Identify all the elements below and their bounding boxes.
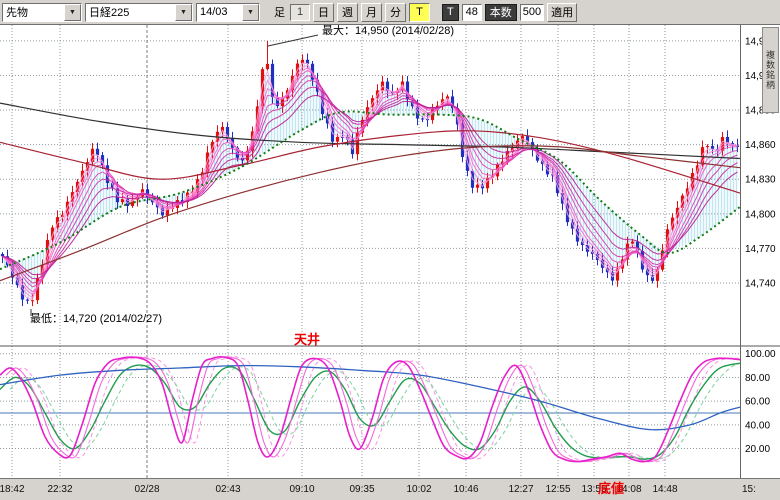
bar-count-input[interactable]: 500 xyxy=(519,3,545,21)
minute-button[interactable]: 分 xyxy=(385,2,406,22)
svg-text:10:02: 10:02 xyxy=(406,484,431,495)
bar-count-label: 本数 xyxy=(484,3,517,21)
indicator-plot xyxy=(0,355,742,463)
svg-text:13:55: 13:55 xyxy=(581,484,606,495)
chevron-down-icon[interactable]: ▼ xyxy=(175,3,192,21)
svg-text:最大：14,950 (2014/02/28): 最大：14,950 (2014/02/28) xyxy=(322,23,454,37)
svg-text:02:43: 02:43 xyxy=(215,484,240,495)
svg-text:40.00: 40.00 xyxy=(745,420,770,431)
tick-size-input[interactable]: 48 xyxy=(461,3,482,21)
daily-button[interactable]: 日 xyxy=(313,2,334,22)
svg-text:80.00: 80.00 xyxy=(745,373,770,384)
svg-text:14,740: 14,740 xyxy=(745,279,776,290)
contract-value: 14/03 xyxy=(200,6,228,18)
svg-text:底値: 底値 xyxy=(598,481,624,496)
tick-size-label: T xyxy=(442,3,459,21)
multi-symbol-button[interactable]: 複数銘柄 xyxy=(762,27,779,113)
symbol-value: 日経225 xyxy=(89,7,130,19)
instrument-select[interactable]: 先物 ▼ xyxy=(2,2,82,22)
svg-text:14,800: 14,800 xyxy=(745,209,776,220)
annotations: 最大：14,950 (2014/02/28) 最低：14,720 (2014/02… xyxy=(30,23,624,496)
svg-text:14,770: 14,770 xyxy=(745,244,776,255)
svg-text:14:08: 14:08 xyxy=(616,484,641,495)
svg-text:14,950: 14,950 xyxy=(745,36,776,47)
instrument-value: 先物 xyxy=(6,7,28,19)
svg-text:20.00: 20.00 xyxy=(745,444,770,455)
svg-text:09:10: 09:10 xyxy=(289,484,314,495)
chevron-down-icon[interactable]: ▼ xyxy=(64,3,81,21)
svg-text:02/28: 02/28 xyxy=(134,484,159,495)
monthly-button[interactable]: 月 xyxy=(361,2,382,22)
main-plot xyxy=(0,40,741,307)
svg-text:14,890: 14,890 xyxy=(745,106,776,117)
weekly-button[interactable]: 週 xyxy=(337,2,358,22)
timeframe-label: 足 xyxy=(274,7,285,19)
svg-text:14,920: 14,920 xyxy=(745,71,776,82)
svg-text:天井: 天井 xyxy=(294,332,320,347)
svg-text:12:55: 12:55 xyxy=(545,484,570,495)
apply-button[interactable]: 適用 xyxy=(547,2,578,22)
svg-text:22:32: 22:32 xyxy=(47,484,72,495)
svg-text:14,830: 14,830 xyxy=(745,175,776,186)
svg-text:最低：14,720 (2014/02/27): 最低：14,720 (2014/02/27) xyxy=(30,312,162,325)
symbol-select[interactable]: 日経225 ▼ xyxy=(85,2,193,22)
svg-text:14,860: 14,860 xyxy=(745,140,776,151)
chevron-down-icon[interactable]: ▼ xyxy=(242,3,259,21)
svg-text:15:: 15: xyxy=(742,484,756,495)
contract-month-select[interactable]: 14/03 ▼ xyxy=(196,2,260,22)
svg-text:60.00: 60.00 xyxy=(745,397,770,408)
svg-text:10:46: 10:46 xyxy=(453,484,478,495)
svg-text:09:35: 09:35 xyxy=(349,484,374,495)
axes: 14,950 14,920 14,890 14,860 14,830 14,800 14,7… xyxy=(0,25,780,500)
svg-text:12:27: 12:27 xyxy=(508,484,533,495)
tick-button[interactable]: T xyxy=(409,2,430,22)
svg-text:14:48: 14:48 xyxy=(652,484,677,495)
svg-text:100.00: 100.00 xyxy=(745,349,776,360)
interval-input[interactable]: 1 xyxy=(290,3,310,21)
toolbar: 先物 ▼ 日経225 ▼ 14/03 ▼ 足 1 日 週 月 分 T T 48 … xyxy=(0,0,780,25)
svg-text:18:42: 18:42 xyxy=(0,484,25,495)
